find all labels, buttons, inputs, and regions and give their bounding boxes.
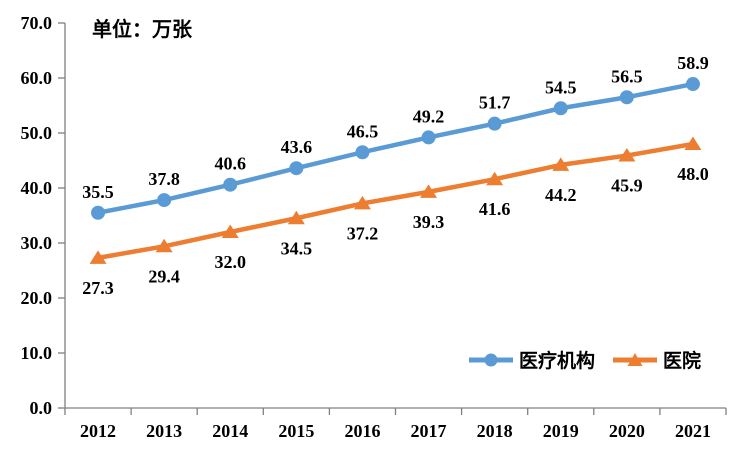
marker-triangle [155,238,173,253]
data-label: 39.3 [413,212,445,232]
data-label: 40.6 [215,154,247,174]
data-label: 37.8 [148,169,180,189]
y-tick-label: 60.0 [21,68,53,88]
x-tick-label: 2016 [344,421,380,441]
y-tick-label: 30.0 [21,233,53,253]
data-label: 32.0 [215,252,247,272]
y-tick-label: 40.0 [21,178,53,198]
marker-triangle [684,136,702,150]
legend-item-hospitals: 医院 [612,346,701,373]
y-tick-label: 20.0 [21,288,53,308]
marker-triangle [552,157,570,171]
series-line [95,141,696,261]
data-label: 56.5 [611,66,643,86]
legend-label-hospitals: 医院 [663,351,702,372]
y-tick-label: 70.0 [21,13,53,33]
data-label: 34.5 [281,238,313,258]
x-tick-label: 2020 [609,421,645,441]
marker-triangle [89,250,107,264]
x-tick-label: 2014 [212,421,248,441]
y-tick-label: 10.0 [21,343,53,363]
marker-circle [421,130,436,145]
data-label: 44.2 [545,185,577,205]
marker-circle [223,177,238,192]
data-label: 29.4 [148,266,180,286]
data-label: 58.9 [677,53,709,73]
x-tick-label: 2017 [411,421,447,441]
y-tick-label: 0.0 [30,398,53,418]
x-tick-label: 2019 [543,421,579,441]
legend-line-circle-icon [469,353,513,366]
legend-item-medical-institutions: 医疗机构 [468,346,595,373]
x-tick-label: 2012 [80,421,116,441]
data-label: 46.5 [347,121,379,141]
marker-triangle [420,184,438,198]
data-label: 48.0 [677,164,709,184]
marker-triangle [486,171,504,186]
series-line [95,81,696,215]
legend-label-medical-institutions: 医疗机构 [519,351,596,372]
legend-line-triangle-icon [613,352,658,366]
marker-triangle [618,148,636,162]
x-tick-label: 2015 [278,421,314,441]
x-tick-label: 2018 [477,421,513,441]
marker-circle [157,193,172,208]
marker-circle [619,90,634,105]
data-label: 41.6 [479,199,511,219]
data-label: 37.2 [347,223,379,243]
marker-circle [355,145,370,160]
data-label: 43.6 [281,137,313,157]
data-label: 45.9 [611,176,643,196]
x-tick-label: 2021 [675,421,711,441]
marker-circle [487,116,502,131]
marker-circle [553,101,568,116]
marker-triangle [221,224,239,238]
y-tick-label: 50.0 [21,123,53,143]
data-label: 35.5 [82,182,114,202]
marker-triangle [353,195,371,210]
marker-circle [685,77,700,92]
data-label: 27.3 [82,278,114,298]
data-label: 54.5 [545,77,577,97]
legend: 医疗机构 医院 [468,346,701,373]
marker-circle [91,205,106,220]
marker-triangle [287,210,305,225]
data-label: 49.2 [413,106,445,126]
data-label: 51.7 [479,93,511,113]
unit-label: 单位：万张 [92,19,192,41]
marker-circle [289,161,304,176]
x-tick-label: 2013 [146,421,182,441]
